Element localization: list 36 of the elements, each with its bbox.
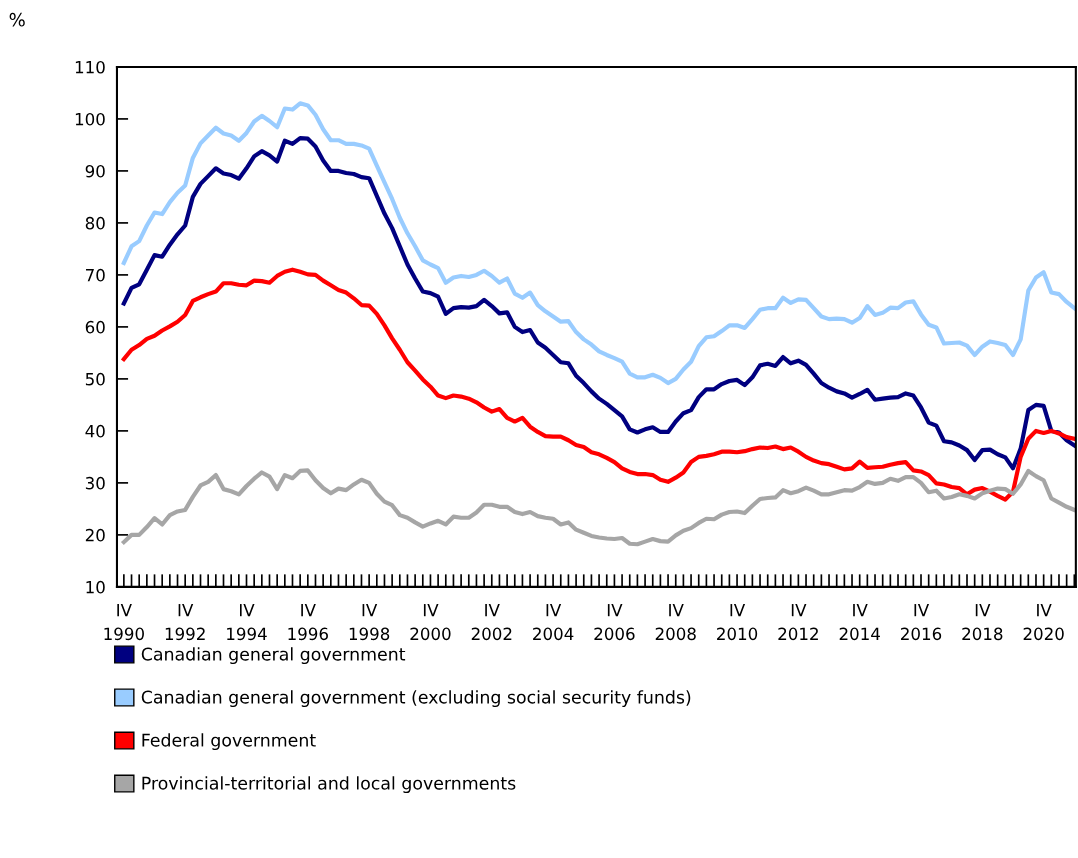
line-series [121,136,1076,471]
y-tick-label: 100 [75,112,105,126]
x-tick-label: IV 1992 [165,604,205,641]
x-tick-label: IV 2008 [655,604,696,641]
legend-label: Canadian general government (excluding social security funds) [141,690,691,708]
legend-label: Provincial-territorial and local governments [142,776,516,794]
x-tick-label: IV 2016 [901,604,942,641]
y-axis-title: % [9,12,25,27]
x-tick-label: IV 2014 [839,604,880,641]
x-tick-label: IV 1998 [349,604,390,641]
y-tick-label: 90 [85,164,105,178]
legend-label: Federal government [142,733,316,751]
x-tick-label: IV 2002 [471,604,512,641]
line-series [121,468,1076,547]
y-tick-label: 70 [86,268,105,282]
y-tick-label: 10 [86,580,105,594]
x-tick-label: IV 2004 [533,604,574,641]
x-tick-label: IV 1996 [288,604,328,641]
line-series [121,101,1076,386]
x-tick-label: IV 2000 [410,604,451,641]
line-series [121,267,1076,502]
x-tick-label: IV 2020 [1023,604,1064,641]
y-tick-label: 50 [85,372,105,386]
x-tick-label: IV 2006 [594,604,635,641]
x-tick-label: IV 2012 [778,604,818,641]
x-tick-label: IV 2018 [962,604,1003,641]
y-tick-label: 30 [85,476,105,490]
legend-label: Canadian general government [141,647,406,664]
x-tick-label: IV 2010 [717,604,758,641]
x-tick-label: IV 1990 [104,604,144,641]
x-tick-label: IV 1994 [227,604,267,641]
y-tick-label: 40 [85,424,105,438]
y-tick-label: 20 [85,528,105,542]
y-tick-label: 60 [85,320,105,334]
y-tick-label: 80 [85,216,105,230]
y-tick-label: 110 [75,60,105,74]
